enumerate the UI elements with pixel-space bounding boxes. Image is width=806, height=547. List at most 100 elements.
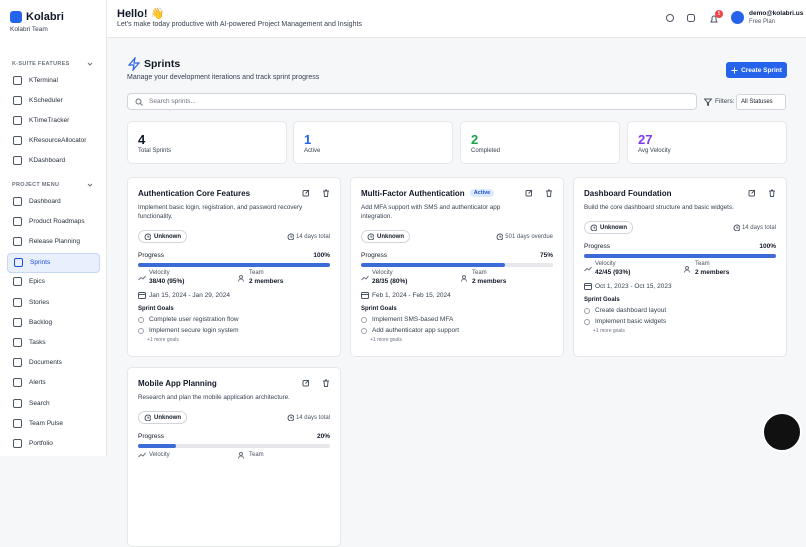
progress-fill <box>138 444 177 448</box>
nav-item[interactable]: KTimeTracker <box>7 111 98 129</box>
notification-count: 5 <box>715 10 723 18</box>
filter-icon <box>704 98 712 106</box>
velocity-metric: Velocity 38/40 (95%) <box>138 270 238 285</box>
nav-item[interactable]: KDashboard <box>7 152 98 170</box>
nav-item[interactable]: Release Planning <box>7 232 98 250</box>
theme-toggle[interactable] <box>665 13 675 23</box>
goal-text: Complete user registration flow <box>149 316 239 323</box>
status-row: Unknown 14 days total <box>138 411 330 424</box>
progress-fill <box>361 263 505 267</box>
card-actions <box>302 379 330 387</box>
sprint-name: Dashboard Foundation <box>584 188 672 198</box>
nav-item[interactable]: KResourceAllocator <box>7 132 98 150</box>
delete-button[interactable] <box>545 189 553 197</box>
nav-label: Backlog <box>29 318 53 326</box>
nav-label: Tasks <box>29 338 46 346</box>
status-row: Unknown 14 days total <box>138 230 330 243</box>
team-value: 2 members <box>472 278 507 285</box>
progress-label: Progress <box>584 243 611 250</box>
header-subtitle: Let's make today productive with AI-powe… <box>117 21 362 28</box>
nav-item[interactable]: Sprints <box>7 252 100 273</box>
progress-row: Progress 100% <box>138 252 330 259</box>
nav-item[interactable]: Dashboard <box>7 192 98 210</box>
page-subtitle: Manage your development iterations and t… <box>127 74 320 81</box>
nav-item[interactable]: KScheduler <box>7 91 98 109</box>
progress-label: Progress <box>138 433 165 440</box>
velocity-text: Velocity 42/45 (93%) <box>595 261 630 276</box>
search-input[interactable]: Search sprints... <box>127 93 697 110</box>
goal-item: Implement basic widgets <box>584 318 776 325</box>
status-icon <box>590 224 597 231</box>
stat-label: Total Sprints <box>138 148 172 154</box>
progress-track <box>138 263 330 267</box>
dates-row: Jan 15, 2024 - Jan 29, 2024 <box>138 291 330 299</box>
team-text: Team <box>249 452 264 458</box>
nav-item[interactable]: Documents <box>7 354 98 372</box>
sprint-card: Mobile App Planning Research and plan the… <box>127 367 341 547</box>
status-text: Unknown <box>154 233 181 240</box>
nav-icon <box>13 75 22 85</box>
clock-icon <box>733 224 740 231</box>
goal-text: Implement basic widgets <box>595 318 667 325</box>
sprint-name: Multi-Factor Authentication <box>361 188 465 198</box>
velocity-metric: Velocity 28/35 (80%) <box>361 270 461 285</box>
section-title: K-SUITE FEATURES <box>12 61 70 67</box>
delete-button[interactable] <box>322 379 330 387</box>
sprint-dates: Oct 1, 2023 - Oct 15, 2023 <box>595 282 672 290</box>
nav-label: Release Planning <box>29 237 80 245</box>
nav-item[interactable]: Epics <box>7 273 98 291</box>
status-filter-value: All Statuses <box>741 99 773 105</box>
card-actions <box>748 189 776 197</box>
timing: 14 days total <box>287 233 330 240</box>
nav-item[interactable]: Backlog <box>7 313 98 331</box>
nav-icon <box>13 418 22 428</box>
edit-button[interactable] <box>525 189 533 197</box>
bell-icon[interactable] <box>709 14 719 24</box>
velocity-text: Velocity <box>149 452 170 458</box>
stat-value: 1 <box>304 132 312 147</box>
sprint-card: Multi-Factor Authentication Active Add MFA… <box>350 177 564 357</box>
goal-item: Complete user registration flow <box>138 316 330 323</box>
nav-item[interactable]: Tasks <box>7 333 98 351</box>
sprint-description: Add MFA support with SMS and authenticat… <box>361 204 501 220</box>
velocity-icon <box>584 266 592 271</box>
status-icon <box>144 233 151 240</box>
nav-icon <box>13 378 22 388</box>
nav-item[interactable]: Stories <box>7 293 98 311</box>
goal-bullet <box>361 316 367 323</box>
create-sprint-button[interactable]: Create Sprint <box>726 62 787 78</box>
nav-label: KDashboard <box>29 157 66 165</box>
avatar[interactable] <box>731 11 744 24</box>
edit-button[interactable] <box>748 189 756 197</box>
create-sprint-label: Create Sprint <box>741 66 782 74</box>
stat-card: 2 Completed <box>460 121 620 164</box>
edit-button[interactable] <box>302 379 310 387</box>
nav-item[interactable]: Search <box>7 394 98 412</box>
card-header: Mobile App Planning <box>138 376 330 390</box>
velocity-icon <box>138 275 146 280</box>
nav-label: Portfolio <box>29 439 53 447</box>
nav-label: Team Pulse <box>29 419 63 427</box>
nav-item[interactable]: Team Pulse <box>7 414 98 432</box>
delete-button[interactable] <box>768 189 776 197</box>
progress-label: Progress <box>138 252 165 259</box>
user-plan: Free Plan <box>749 19 776 25</box>
status-text: Unknown <box>377 233 404 240</box>
settings-icon[interactable] <box>686 13 696 23</box>
edit-button[interactable] <box>302 189 310 197</box>
status-filter[interactable]: All Statuses <box>736 94 786 110</box>
bolt-badge[interactable] <box>762 412 802 452</box>
nav-item[interactable]: Portfolio <box>7 434 98 452</box>
nav-item[interactable]: Alerts <box>7 374 98 392</box>
nav-item[interactable]: Product Roadmaps <box>7 212 98 230</box>
delete-button[interactable] <box>322 189 330 197</box>
team-name: Kolabri Team <box>10 26 48 33</box>
metrics-row: Velocity Team <box>138 451 330 459</box>
nav-item[interactable]: KTerminal <box>7 71 98 89</box>
status-text: Unknown <box>600 224 627 231</box>
header: Hello! 👋 Let's make today productive wit… <box>107 0 806 38</box>
goal-item: Add authenticator app support <box>361 327 553 334</box>
goal-bullet <box>361 327 367 334</box>
metrics-row: Velocity 42/45 (93%) Team 2 members <box>584 261 776 276</box>
velocity-label: Velocity <box>372 270 393 276</box>
